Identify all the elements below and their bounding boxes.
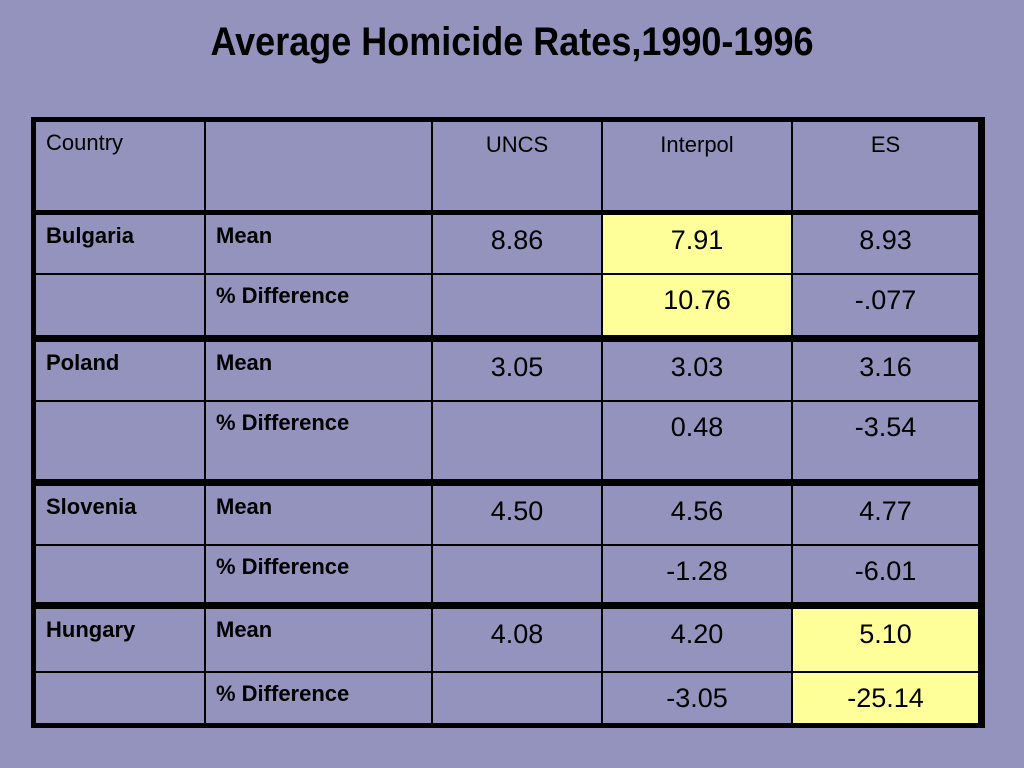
hungary-mean-uncs: 4.08 <box>433 609 601 671</box>
slovenia-mean-es: 4.77 <box>793 486 978 544</box>
slovenia-mean-interpol: 4.56 <box>603 486 791 544</box>
country-blank <box>36 275 204 335</box>
hungary-mean-interpol: 4.20 <box>603 609 791 671</box>
country-poland: Poland <box>36 342 204 400</box>
country-blank <box>36 673 204 723</box>
bulgaria-diff-uncs <box>433 275 601 335</box>
bulgaria-diff-interpol: 10.76 <box>603 275 791 335</box>
header-country: Country <box>36 122 204 210</box>
poland-diff-interpol: 0.48 <box>603 402 791 479</box>
row-label-mean: Mean <box>206 342 431 400</box>
poland-mean-es: 3.16 <box>793 342 978 400</box>
row-label-mean: Mean <box>206 486 431 544</box>
header-uncs: UNCS <box>433 122 601 210</box>
country-blank <box>36 546 204 602</box>
row-label-difference: % Difference <box>206 402 431 479</box>
row-label-difference: % Difference <box>206 546 431 602</box>
country-slovenia: Slovenia <box>36 486 204 544</box>
row-label-difference: % Difference <box>206 673 431 723</box>
poland-diff-uncs <box>433 402 601 479</box>
header-blank <box>206 122 431 210</box>
slide-title: Average Homicide Rates,1990-1996 <box>210 20 814 64</box>
slovenia-diff-interpol: -1.28 <box>603 546 791 602</box>
poland-diff-es: -3.54 <box>793 402 978 479</box>
header-interpol: Interpol <box>603 122 791 210</box>
bulgaria-mean-interpol: 7.91 <box>603 215 791 273</box>
country-bulgaria: Bulgaria <box>36 215 204 273</box>
row-label-mean: Mean <box>206 215 431 273</box>
row-label-mean: Mean <box>206 609 431 671</box>
homicide-rates-table: Country UNCS Interpol ES Bulgaria Mean 8… <box>31 117 985 728</box>
hungary-diff-es: -25.14 <box>793 673 978 723</box>
slovenia-diff-uncs <box>433 546 601 602</box>
hungary-diff-uncs <box>433 673 601 723</box>
hungary-mean-es: 5.10 <box>793 609 978 671</box>
hungary-diff-interpol: -3.05 <box>603 673 791 723</box>
country-blank <box>36 402 204 479</box>
bulgaria-mean-uncs: 8.86 <box>433 215 601 273</box>
slovenia-mean-uncs: 4.50 <box>433 486 601 544</box>
poland-mean-interpol: 3.03 <box>603 342 791 400</box>
bulgaria-mean-es: 8.93 <box>793 215 978 273</box>
slovenia-diff-es: -6.01 <box>793 546 978 602</box>
poland-mean-uncs: 3.05 <box>433 342 601 400</box>
country-hungary: Hungary <box>36 609 204 671</box>
bulgaria-diff-es: -.077 <box>793 275 978 335</box>
row-label-difference: % Difference <box>206 275 431 335</box>
header-es: ES <box>793 122 978 210</box>
